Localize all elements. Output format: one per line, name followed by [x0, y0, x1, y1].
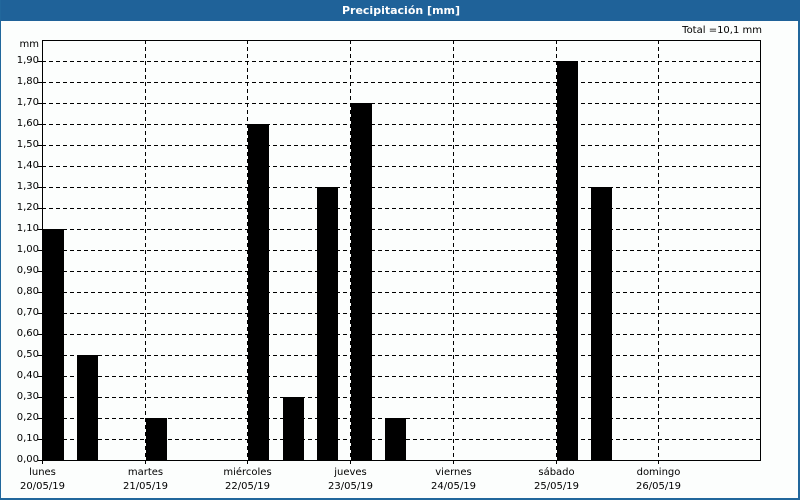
y-tick-label: 0,20 [16, 411, 39, 423]
precipitation-bar [317, 187, 338, 460]
x-day-label: jueves 23/05/19 [328, 467, 373, 492]
x-day-label: miércoles 22/05/19 [223, 467, 272, 492]
y-tick-label: 0,70 [16, 306, 39, 318]
y-axis-unit: mm [19, 39, 39, 50]
y-tick-label: 0,10 [16, 432, 39, 444]
plot-frame [42, 40, 761, 461]
precipitation-bar [43, 229, 64, 460]
precipitation-bar [146, 418, 167, 460]
x-day-label: martes 21/05/19 [123, 467, 168, 492]
y-tick-label: 1,80 [16, 75, 39, 87]
y-tick-label: 1,40 [16, 159, 39, 171]
precipitation-bar [351, 103, 372, 460]
x-day-label: lunes 20/05/19 [20, 467, 65, 492]
precipitation-bar [385, 418, 406, 460]
precipitation-bar [248, 124, 269, 460]
y-tick-label: 1,60 [16, 117, 39, 129]
y-tick-label: 1,00 [16, 243, 39, 255]
chart-title: Precipitación [mm] [1, 0, 800, 21]
precipitation-bar [591, 187, 612, 460]
x-day-label: sábado 25/05/19 [534, 467, 579, 492]
y-tick-label: 1,70 [16, 96, 39, 108]
precipitation-bar [557, 61, 578, 460]
y-tick-label: 1,90 [16, 54, 39, 66]
x-day-label: viernes 24/05/19 [431, 467, 476, 492]
y-tick-label: 0,00 [16, 453, 39, 465]
precipitation-bar [283, 397, 304, 460]
y-tick-label: 1,50 [16, 138, 39, 150]
y-tick-label: 0,30 [16, 390, 39, 402]
precipitation-bar [77, 355, 98, 460]
y-tick-label: 0,40 [16, 369, 39, 381]
total-label: Total =10,1 mm [682, 25, 762, 36]
y-tick-label: 1,30 [16, 180, 39, 192]
x-day-label: domingo 26/05/19 [636, 467, 681, 492]
y-tick-label: 0,60 [16, 327, 39, 339]
y-tick-label: 0,90 [16, 264, 39, 276]
y-tick-label: 0,50 [16, 348, 39, 360]
y-tick-label: 1,10 [16, 222, 39, 234]
y-tick-label: 0,80 [16, 285, 39, 297]
y-tick-label: 1,20 [16, 201, 39, 213]
